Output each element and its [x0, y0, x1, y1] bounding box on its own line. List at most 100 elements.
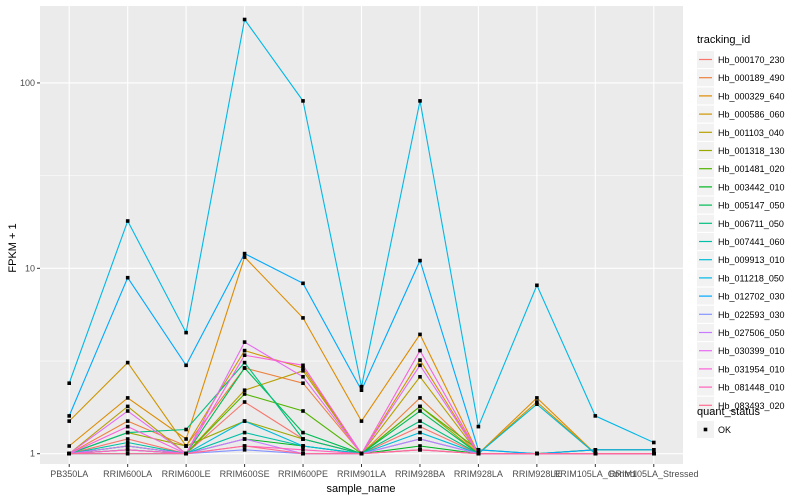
data-point — [301, 430, 305, 435]
data-point — [652, 451, 656, 456]
data-point — [125, 424, 130, 429]
data-point — [359, 451, 364, 456]
data-point — [301, 281, 305, 286]
data-point — [125, 448, 130, 452]
data-point — [125, 419, 130, 423]
data-point — [67, 451, 71, 456]
data-point — [125, 275, 130, 280]
data-point — [242, 392, 247, 396]
data-point — [242, 430, 247, 435]
data-point — [242, 255, 247, 259]
data-point — [418, 424, 422, 429]
data-point — [301, 381, 305, 385]
data-point — [476, 424, 481, 429]
data-point — [125, 404, 130, 409]
legend-shape-items: OK — [697, 421, 731, 438]
data-point — [242, 340, 247, 344]
data-point — [418, 404, 422, 409]
data-point — [359, 388, 364, 392]
data-point — [301, 366, 305, 370]
points-layer — [67, 17, 656, 456]
data-point — [125, 219, 130, 223]
data-point — [593, 451, 598, 456]
data-point — [125, 437, 130, 441]
data-point — [476, 451, 481, 456]
data-point — [418, 375, 422, 379]
data-point — [67, 444, 71, 448]
data-point — [125, 409, 130, 413]
data-point — [242, 353, 247, 357]
legend-shape-label: OK — [718, 425, 731, 435]
legend-entry-label: Hb_003442_010 — [718, 182, 785, 192]
data-point — [418, 358, 422, 362]
data-point — [301, 444, 305, 448]
data-point — [301, 451, 305, 456]
data-point — [67, 419, 71, 423]
data-point — [67, 414, 71, 418]
legend-entry-label: Hb_007441_060 — [718, 237, 785, 247]
data-point — [359, 419, 364, 423]
data-point — [418, 448, 422, 452]
legend-entry-label: Hb_027506_050 — [718, 328, 785, 338]
data-point — [184, 363, 188, 368]
legend-color-title: tracking_id — [697, 34, 750, 46]
data-point — [476, 448, 481, 452]
data-point — [242, 388, 247, 392]
data-point — [535, 451, 539, 456]
data-point — [301, 448, 305, 452]
data-point — [301, 409, 305, 413]
legend-entry-label: Hb_000170_230 — [718, 55, 785, 65]
data-point — [125, 440, 130, 445]
data-point — [418, 409, 422, 413]
data-point — [242, 348, 247, 353]
data-point — [301, 369, 305, 373]
legend-entry-label: Hb_001481_020 — [718, 164, 785, 174]
legend-entry-label: Hb_031954_010 — [718, 364, 785, 374]
x-tick-label: RRIM600LE — [162, 469, 211, 479]
legend: tracking_id Hb_000170_230Hb_000189_490Hb… — [697, 34, 785, 438]
y-tick-label: 100 — [20, 78, 35, 88]
data-point — [418, 363, 422, 368]
data-point — [535, 402, 539, 406]
data-point — [359, 384, 364, 389]
data-point — [67, 381, 71, 385]
legend-entry-label: Hb_001103_040 — [718, 128, 784, 138]
data-point — [184, 444, 188, 448]
data-point — [184, 330, 188, 335]
x-tick-label: RRIM928LE — [512, 469, 561, 479]
x-tick-label: RRIM928LA — [454, 469, 503, 479]
data-point — [242, 444, 247, 448]
legend-entry-label: Hb_081448_010 — [718, 383, 785, 393]
x-tick-label: RRIM105LA_Control — [554, 469, 637, 479]
y-tick-label: 10 — [25, 263, 35, 273]
data-point — [242, 251, 247, 256]
x-tick-label: RRIM105LA_Stressed — [609, 469, 699, 479]
data-point — [535, 400, 539, 404]
y-tick-label: 1 — [30, 449, 35, 459]
data-point — [418, 430, 422, 435]
y-axis-title: FPKM + 1 — [7, 223, 19, 272]
x-axis-title: sample_name — [326, 483, 395, 495]
data-point — [242, 437, 247, 441]
data-point — [418, 437, 422, 441]
axis-layer: 1 10 100 PB350LA RRIM600LA RRIM600LE RRIM600SE… — [20, 78, 699, 479]
data-point — [418, 348, 422, 353]
legend-shape-title: quant_status — [697, 406, 760, 418]
data-point — [535, 283, 539, 288]
data-point — [242, 400, 247, 404]
legend-color-items: Hb_000170_230 Hb_000189_490 Hb_000329_640 H… — [697, 51, 785, 414]
data-point — [242, 448, 247, 452]
legend-entry-label: Hb_009913_010 — [718, 255, 785, 265]
data-point — [418, 99, 422, 103]
legend-entry-label: Hb_000586_060 — [718, 110, 785, 120]
data-point — [535, 396, 539, 400]
data-point — [242, 419, 247, 423]
legend-entry-label: Hb_001318_130 — [718, 146, 785, 156]
data-point — [418, 419, 422, 423]
data-point — [652, 448, 656, 452]
data-point — [301, 316, 305, 320]
data-point — [301, 99, 305, 103]
data-point — [418, 332, 422, 337]
data-point — [184, 437, 188, 441]
